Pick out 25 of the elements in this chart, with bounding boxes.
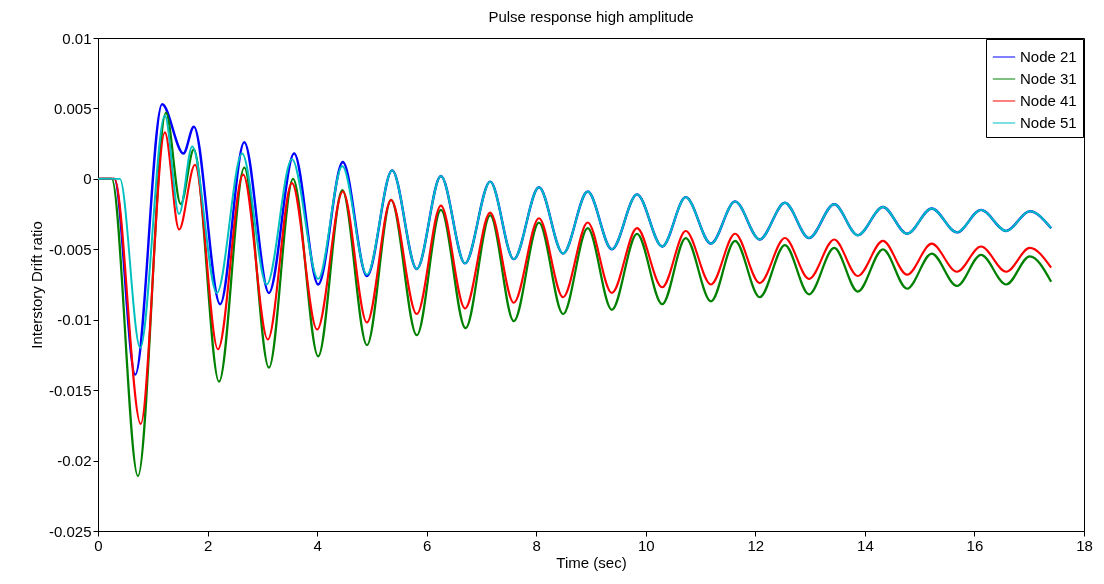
x-tick-label: 6: [422, 536, 432, 554]
y-tick-label: -0.01: [57, 311, 92, 329]
legend-label: Node 21: [1020, 48, 1077, 65]
x-tick-label: 12: [747, 536, 765, 554]
y-tick-label: -0.015: [48, 381, 92, 399]
x-axis-title: Time (sec): [556, 553, 627, 571]
legend-label: Node 51: [1020, 114, 1077, 131]
y-axis-title: Interstory Drift ratio: [27, 221, 45, 349]
x-tick-label: 2: [203, 536, 213, 554]
x-tick-label: 0: [94, 536, 103, 554]
y-tick-label: 0: [83, 170, 92, 188]
legend-label: Node 31: [1020, 70, 1077, 87]
x-tick-label: 10: [637, 536, 655, 554]
x-tick-label: 8: [532, 536, 541, 554]
x-tick-label: 16: [966, 536, 984, 554]
y-tick-label: -0.025: [48, 522, 92, 540]
chart-title: Pulse response high amplitude: [488, 8, 694, 25]
x-tick-label: 4: [313, 536, 322, 554]
legend-label: Node 41: [1020, 92, 1077, 109]
y-tick-label: -0.005: [48, 240, 92, 258]
y-tick-label: -0.02: [57, 452, 92, 470]
x-tick-label: 18: [1076, 536, 1093, 554]
x-tick-label: 14: [857, 536, 874, 554]
y-tick-label: 0.01: [62, 29, 92, 47]
y-tick-label: 0.005: [53, 99, 92, 117]
